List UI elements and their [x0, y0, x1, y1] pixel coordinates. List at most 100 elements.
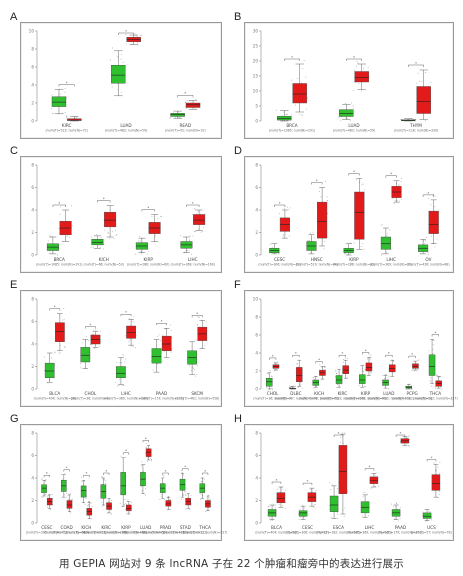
- significance-bracket: [182, 468, 189, 471]
- sample-point: [428, 510, 430, 512]
- sample-point: [380, 254, 382, 256]
- significance-bracket: [202, 472, 209, 475]
- group-sample-size: (num(T)=523; num(N)=100): [84, 531, 128, 535]
- sample-point: [344, 357, 346, 359]
- y-tick-label: 4: [31, 83, 34, 88]
- group-sample-size: (num(T)=182; num(N)=286): [316, 531, 360, 535]
- significance-star: *: [295, 352, 297, 356]
- group-label: KICH: [99, 257, 109, 262]
- sample-point: [312, 377, 314, 379]
- sample-point: [400, 181, 402, 183]
- tumor-box: [295, 367, 303, 383]
- sample-point: [130, 345, 132, 347]
- sample-point: [340, 437, 342, 439]
- sample-point: [301, 114, 303, 116]
- sample-point: [134, 33, 136, 35]
- sample-point: [182, 495, 184, 496]
- significance-bracket: [274, 204, 286, 207]
- sample-point: [298, 518, 300, 520]
- sample-point: [415, 119, 417, 120]
- sample-point: [52, 113, 54, 114]
- sample-point: [362, 68, 364, 69]
- sample-point: [335, 369, 337, 371]
- sample-point: [299, 113, 301, 115]
- sample-point: [269, 517, 271, 519]
- significance-bracket: [156, 323, 167, 326]
- tumor-box: [354, 191, 365, 240]
- y-tick-label: 0: [31, 521, 34, 526]
- sample-point: [411, 370, 413, 371]
- sample-point: [90, 344, 92, 346]
- sample-point: [315, 489, 317, 491]
- significance-star: *: [318, 358, 320, 362]
- significance-bracket: [162, 472, 169, 475]
- sample-point: [273, 368, 275, 370]
- sample-point: [353, 242, 355, 244]
- sample-point: [160, 340, 162, 342]
- sample-point: [151, 216, 153, 217]
- panel-f: F 0 2 4 6 8 10 * CHOL (num(T)=36; num(N)=9) * DLBC(…: [232, 279, 458, 407]
- tumor-box: [66, 500, 73, 509]
- sample-point: [191, 253, 193, 255]
- sample-point: [158, 334, 160, 336]
- y-tick-label: 6: [31, 319, 34, 324]
- significance-bracket: [315, 361, 323, 364]
- significance-star: *: [66, 81, 68, 85]
- sample-point: [318, 190, 320, 192]
- y-tick-label: 2: [31, 498, 34, 503]
- significance-bracket: [271, 481, 282, 484]
- sample-point: [185, 493, 186, 495]
- group-label: OV: [425, 257, 431, 262]
- sample-point: [274, 516, 276, 518]
- significance-star: *: [276, 478, 278, 482]
- significance-bracket: [426, 459, 437, 462]
- sample-point: [271, 519, 273, 521]
- sample-point: [297, 386, 299, 388]
- sample-point: [286, 114, 288, 115]
- sample-point: [186, 108, 187, 109]
- sample-point: [384, 378, 385, 379]
- normal-box: [380, 236, 391, 250]
- tumor-box: [67, 118, 82, 121]
- sample-point: [201, 480, 202, 482]
- sample-point: [146, 253, 148, 255]
- sample-point: [144, 464, 146, 466]
- sample-point: [440, 388, 442, 390]
- sample-point: [113, 238, 115, 239]
- group-sample-size: (num(T)=57; num(N)=78): [411, 531, 451, 535]
- group-sample-size: (num(T)=483; num(N)=59): [105, 129, 147, 133]
- sample-point: [66, 116, 68, 118]
- sample-point: [101, 476, 103, 478]
- sample-point: [60, 206, 62, 208]
- sample-point: [64, 346, 66, 348]
- sample-point: [70, 512, 72, 514]
- sample-point: [66, 235, 68, 237]
- sample-point: [430, 385, 432, 387]
- sample-point: [111, 86, 113, 88]
- sample-point: [309, 232, 311, 234]
- sample-point: [314, 237, 316, 239]
- sample-point: [269, 243, 271, 245]
- sample-point: [363, 370, 364, 372]
- sample-point: [288, 385, 290, 387]
- sample-point: [59, 93, 61, 95]
- sample-point: [326, 200, 328, 202]
- significance-bracket: [49, 308, 61, 311]
- sample-point: [188, 249, 190, 251]
- plot-frame: 0 2 4 6 8 10 * KIRC (num(T)=523; num(N)=72) * LUAD…: [20, 22, 222, 139]
- plot-frame: 0 2 4 6 8 * BLCA (num(T)=404; num(N)=28) * CHOL (n…: [20, 290, 222, 407]
- sample-point: [109, 59, 111, 61]
- sample-point: [353, 249, 355, 251]
- sample-point: [163, 351, 165, 353]
- sample-point: [314, 507, 316, 509]
- sample-point: [170, 498, 171, 500]
- sample-point: [303, 507, 305, 509]
- group-sample-size: (num(T)=408; num(N)=211): [163, 531, 207, 535]
- y-tick-label: 2: [31, 101, 34, 106]
- sample-point: [41, 495, 43, 497]
- sample-point: [83, 480, 85, 482]
- sample-point: [192, 235, 194, 237]
- y-tick-label: 4: [255, 208, 258, 213]
- sample-point: [119, 362, 121, 364]
- group-label: CHOL: [85, 391, 97, 396]
